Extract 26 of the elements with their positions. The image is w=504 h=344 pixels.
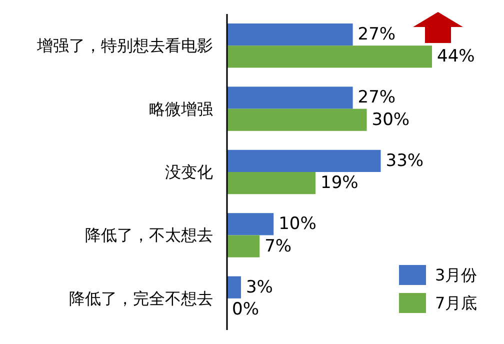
bar: [227, 23, 353, 46]
bar: [227, 235, 260, 258]
y-tick-label: 降低了，不太想去: [85, 226, 213, 245]
bar: [227, 150, 381, 172]
y-tick-label: 降低了，完全不想去: [69, 288, 213, 308]
bar: [227, 172, 316, 194]
data-label: 44%: [437, 46, 475, 67]
y-tick-label: 没变化: [165, 162, 213, 182]
data-label: 0%: [232, 299, 259, 320]
bar: [227, 46, 432, 68]
bar: [227, 276, 241, 298]
bar: [227, 213, 274, 236]
data-label: 10%: [278, 214, 316, 234]
data-label: 27%: [358, 88, 396, 108]
bar: [227, 86, 353, 109]
y-tick-label: 增强了，特别想去看电影: [36, 36, 213, 56]
data-label: 30%: [372, 110, 410, 130]
bar: [227, 108, 367, 131]
legend-label: 3月份: [435, 266, 478, 284]
data-label: 27%: [358, 24, 396, 45]
y-tick-label: 略微增强: [149, 99, 213, 118]
data-label: 7%: [264, 236, 292, 256]
data-label: 33%: [386, 150, 424, 171]
data-label: 19%: [320, 173, 358, 194]
legend-label: 7月底: [435, 294, 478, 312]
data-label: 3%: [246, 277, 273, 298]
